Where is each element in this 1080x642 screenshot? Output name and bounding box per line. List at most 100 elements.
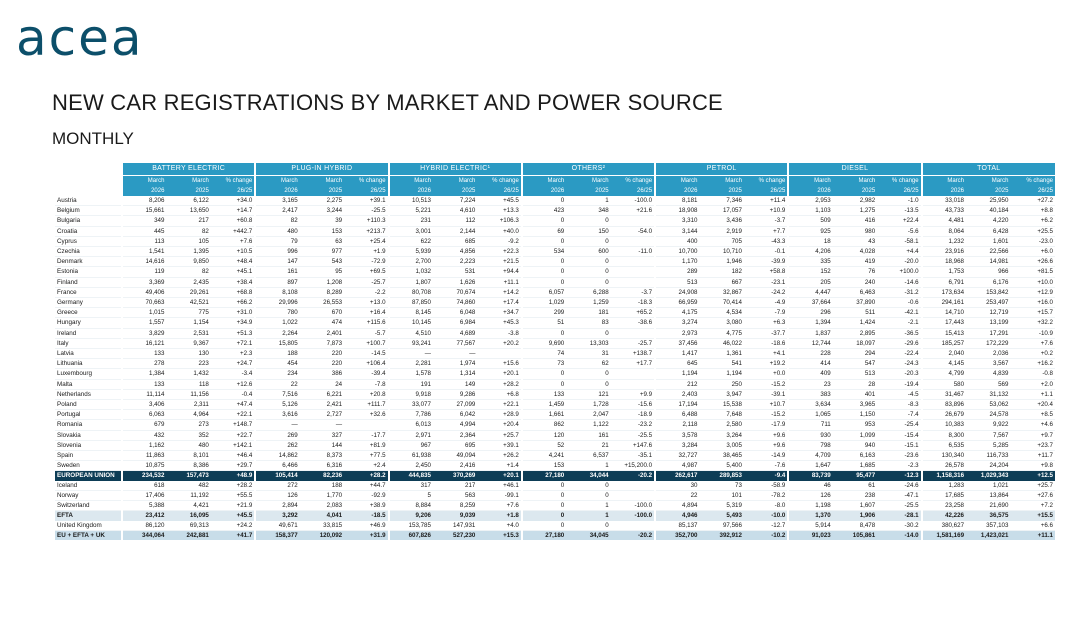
value-cell: 2,118	[654, 419, 700, 431]
value-cell: +10.7	[743, 399, 789, 411]
value-cell: -10.9	[1010, 328, 1055, 339]
table-row: Germany 70,663 42,521 +66.2 29,996 26,553 +13.…	[55, 297, 1055, 309]
value-cell: -29.6	[877, 338, 922, 350]
value-cell: -7.4	[877, 409, 922, 421]
value-cell: 8,145	[387, 307, 433, 319]
value-cell: 0	[520, 490, 567, 502]
value-cell: +14.2	[477, 287, 522, 299]
value-cell: +7.6	[210, 236, 256, 248]
value-cell: 400	[654, 236, 700, 248]
table-row: Poland 3,406 2,311 +47.4 5,126 2,421 +111.7 33,…	[55, 399, 1055, 411]
subheader-row-2: 2026 2025 26/25 2026 2025 26/25 2026 2025 26/25 2…	[55, 186, 1055, 196]
value-cell: 1,626	[432, 277, 478, 288]
value-cell: +69.5	[344, 266, 389, 278]
value-cell: 294,161	[920, 297, 967, 309]
value-cell: 185,257	[920, 338, 967, 350]
value-cell: 46	[787, 480, 833, 491]
value-cell: 3,080	[699, 317, 744, 329]
value-cell: 181	[566, 307, 611, 319]
value-cell: +12.9	[1010, 287, 1055, 299]
value-cell: 61	[832, 480, 878, 491]
value-cell: 6,791	[920, 277, 967, 288]
value-cell: -24.3	[877, 358, 922, 370]
value-cell: +45.5	[210, 510, 256, 521]
value-cell: -20.3	[877, 368, 922, 380]
value-cell: +100.0	[877, 266, 922, 278]
value-cell: 82	[166, 266, 211, 278]
value-cell: -23.1	[743, 277, 789, 288]
value-cell: 775	[166, 307, 211, 319]
value-cell: 0	[520, 277, 567, 288]
table-row: Spain 11,863 8,101 +46.4 14,862 8,373 +77.5 61,…	[55, 450, 1055, 462]
value-cell: 2,919	[699, 226, 744, 237]
value-cell: 6,316	[299, 460, 345, 472]
market-name: EUROPEAN UNION	[55, 470, 122, 481]
market-name: Czechia	[55, 246, 122, 258]
value-cell: +45.5	[477, 196, 522, 207]
month-2026-year: 2026	[120, 186, 167, 196]
value-cell: 2,364	[432, 430, 478, 441]
value-cell: 8,373	[299, 450, 345, 462]
value-cell: 7,648	[699, 409, 744, 421]
value-cell: 3,406	[120, 399, 167, 411]
value-cell: 24	[299, 379, 345, 390]
table-row: Latvia 133 130 +2.3 188 220 -14.5— —74 31 +138.7 1…	[55, 348, 1055, 360]
month-2025-header: March	[699, 175, 744, 186]
month-2025-header: March	[832, 175, 878, 186]
value-cell: +147.6	[610, 440, 656, 452]
table-row: Slovenia 1,162 480 +142.1 262 144 +81.9 967 695 +…	[55, 440, 1055, 452]
value-cell: 87,850	[387, 297, 433, 309]
page-subtitle: MONTHLY	[52, 129, 134, 148]
value-cell: +11.1	[477, 277, 522, 288]
value-cell: +34.0	[210, 196, 256, 207]
market-name: Poland	[55, 399, 122, 411]
value-cell: 250	[699, 379, 744, 390]
value-cell: 2,281	[387, 358, 433, 370]
value-cell: 4,839	[966, 368, 1011, 380]
market-name: Slovenia	[55, 440, 122, 452]
value-cell: 76	[832, 266, 878, 278]
value-cell: +58.8	[743, 266, 789, 278]
value-cell: -15.6	[610, 399, 656, 411]
value-cell: 8,478	[832, 520, 878, 531]
month-2025-year: 2025	[699, 186, 744, 196]
value-cell: 37,890	[832, 297, 878, 309]
value-cell: +25.4	[344, 236, 389, 248]
value-cell: 10,710	[699, 246, 744, 258]
value-cell: +22.4	[877, 215, 922, 227]
value-cell: 4,510	[387, 328, 433, 339]
value-cell: 2,700	[387, 256, 433, 268]
value-cell: +20.4	[477, 419, 522, 431]
value-cell: 126	[254, 490, 300, 502]
value-cell: +15.6	[477, 358, 522, 370]
value-cell: 10,145	[387, 317, 433, 329]
month-2026-header: March	[254, 175, 300, 186]
value-cell: 349	[120, 215, 167, 227]
market-name: Denmark	[55, 256, 122, 268]
value-cell: -18.3	[610, 297, 656, 309]
group-hybrid-electric: HYBRID ELECTRIC¹	[387, 163, 522, 176]
value-cell: 930	[787, 430, 833, 441]
value-cell: 0	[566, 368, 611, 380]
value-cell: -24.6	[877, 480, 922, 491]
value-cell: -23.2	[610, 419, 656, 431]
value-cell: 153,785	[387, 520, 433, 531]
value-cell: -7.9	[743, 307, 789, 319]
value-cell: 294	[832, 348, 878, 360]
value-cell: 511	[832, 307, 878, 319]
value-cell: 4,689	[432, 328, 478, 339]
value-cell: 66,959	[654, 297, 700, 309]
value-cell: 383	[787, 389, 833, 401]
value-cell: 622	[387, 236, 433, 248]
value-cell: +1.1	[1010, 389, 1055, 401]
value-cell	[610, 266, 656, 278]
pct-change-year: 26/25	[610, 186, 656, 196]
value-cell: +2.4	[344, 460, 389, 472]
table-row: Greece 1,015 775 +31.0 780 670 +16.4 8,145 6,048…	[55, 307, 1055, 319]
table-row: Estonia 119 82 +45.1 161 95 +69.5 1,032 531 +94.4…	[55, 266, 1055, 278]
value-cell: 695	[432, 440, 478, 452]
value-cell: 11,863	[120, 450, 167, 462]
value-cell: 6,163	[832, 450, 878, 462]
value-cell: 144	[299, 440, 345, 452]
value-cell: 10,700	[654, 246, 700, 258]
